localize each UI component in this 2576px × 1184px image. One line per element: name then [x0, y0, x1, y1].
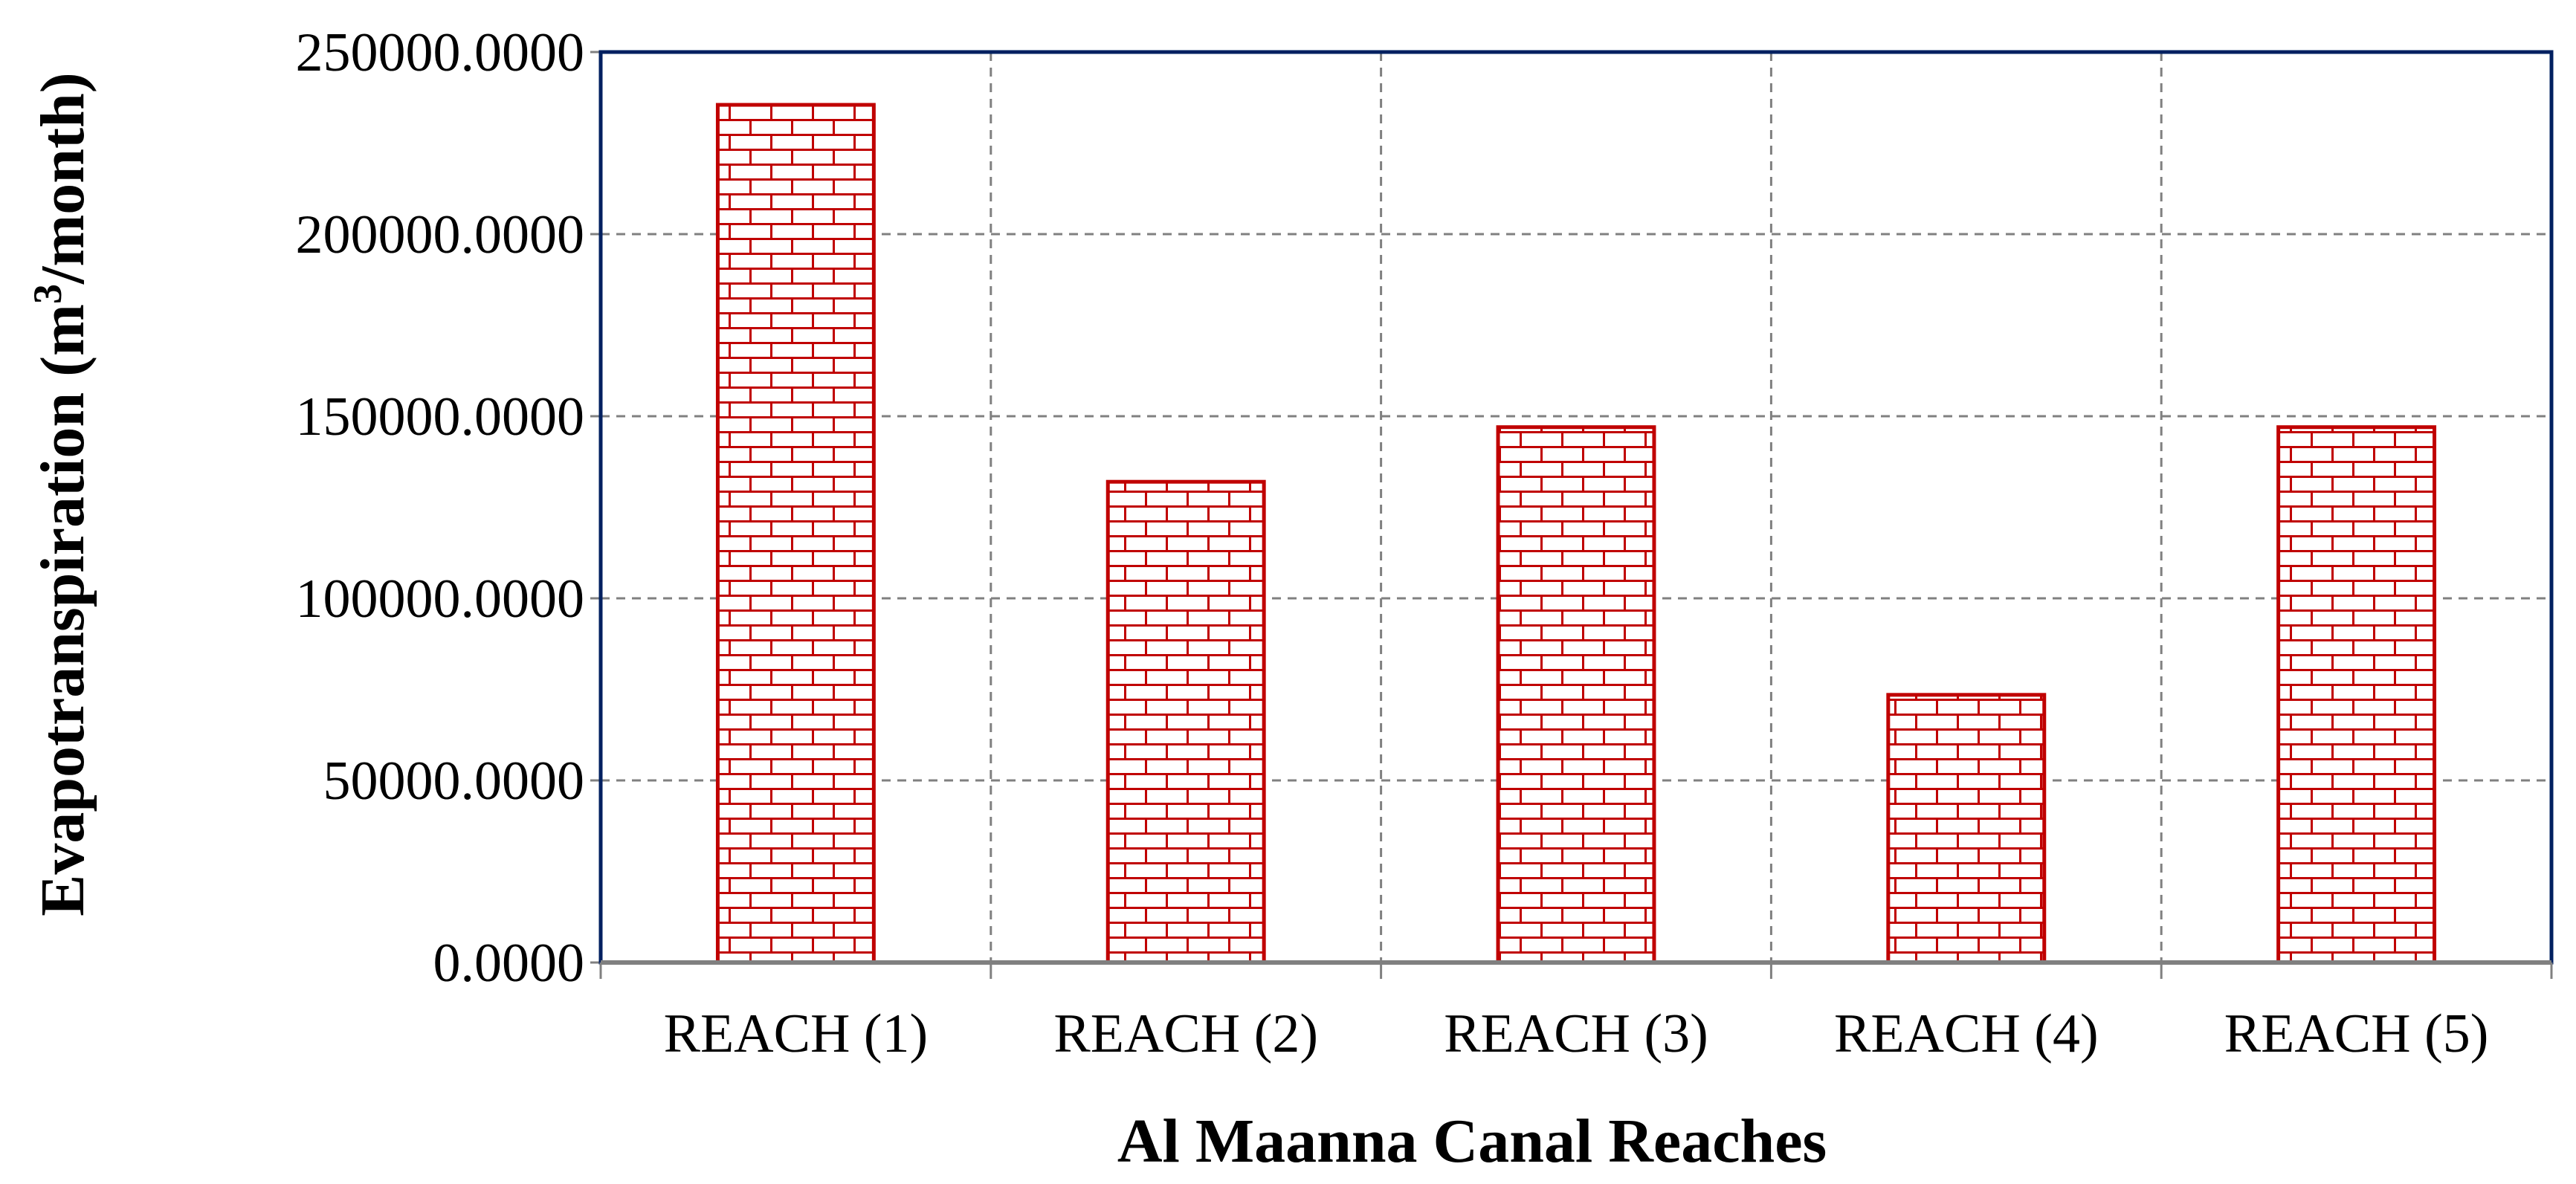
- y-tick-label: 100000.0000: [296, 569, 585, 630]
- x-category-label: REACH (4): [1834, 1003, 2099, 1064]
- x-axis: [599, 960, 2553, 979]
- y-axis-title-prefix: Evapotranspiration (m: [28, 304, 97, 916]
- y-tick-label: 250000.0000: [296, 22, 585, 83]
- y-axis-tick-labels: 0.0000 50000.0000 100000.0000 150000.0000 20…: [296, 22, 585, 994]
- x-axis-category-labels: REACH (1) REACH (2) REACH (3) REACH (4) REAC…: [664, 1003, 2489, 1064]
- y-tick-label: 0.0000: [433, 933, 585, 994]
- x-category-label: REACH (2): [1053, 1003, 1318, 1064]
- bar: [2276, 425, 2437, 965]
- y-axis-title-superscript: 3: [25, 284, 70, 304]
- y-axis-title: Evapotranspiration (m3/month): [25, 72, 97, 916]
- y-axis-title-suffix: /month): [28, 72, 97, 285]
- bar: [1496, 425, 1656, 965]
- x-category-label: REACH (5): [2224, 1003, 2489, 1064]
- bar: [715, 103, 876, 965]
- y-tick-label: 150000.0000: [296, 386, 585, 447]
- x-axis-title: Al Maanna Canal Reaches: [1117, 1107, 1827, 1176]
- x-category-label: REACH (1): [664, 1003, 929, 1064]
- bar: [1105, 479, 1266, 965]
- bar: [1886, 693, 2047, 965]
- y-tick-label: 50000.0000: [323, 751, 585, 812]
- y-tick-label: 200000.0000: [296, 204, 585, 265]
- x-category-label: REACH (3): [1444, 1003, 1708, 1064]
